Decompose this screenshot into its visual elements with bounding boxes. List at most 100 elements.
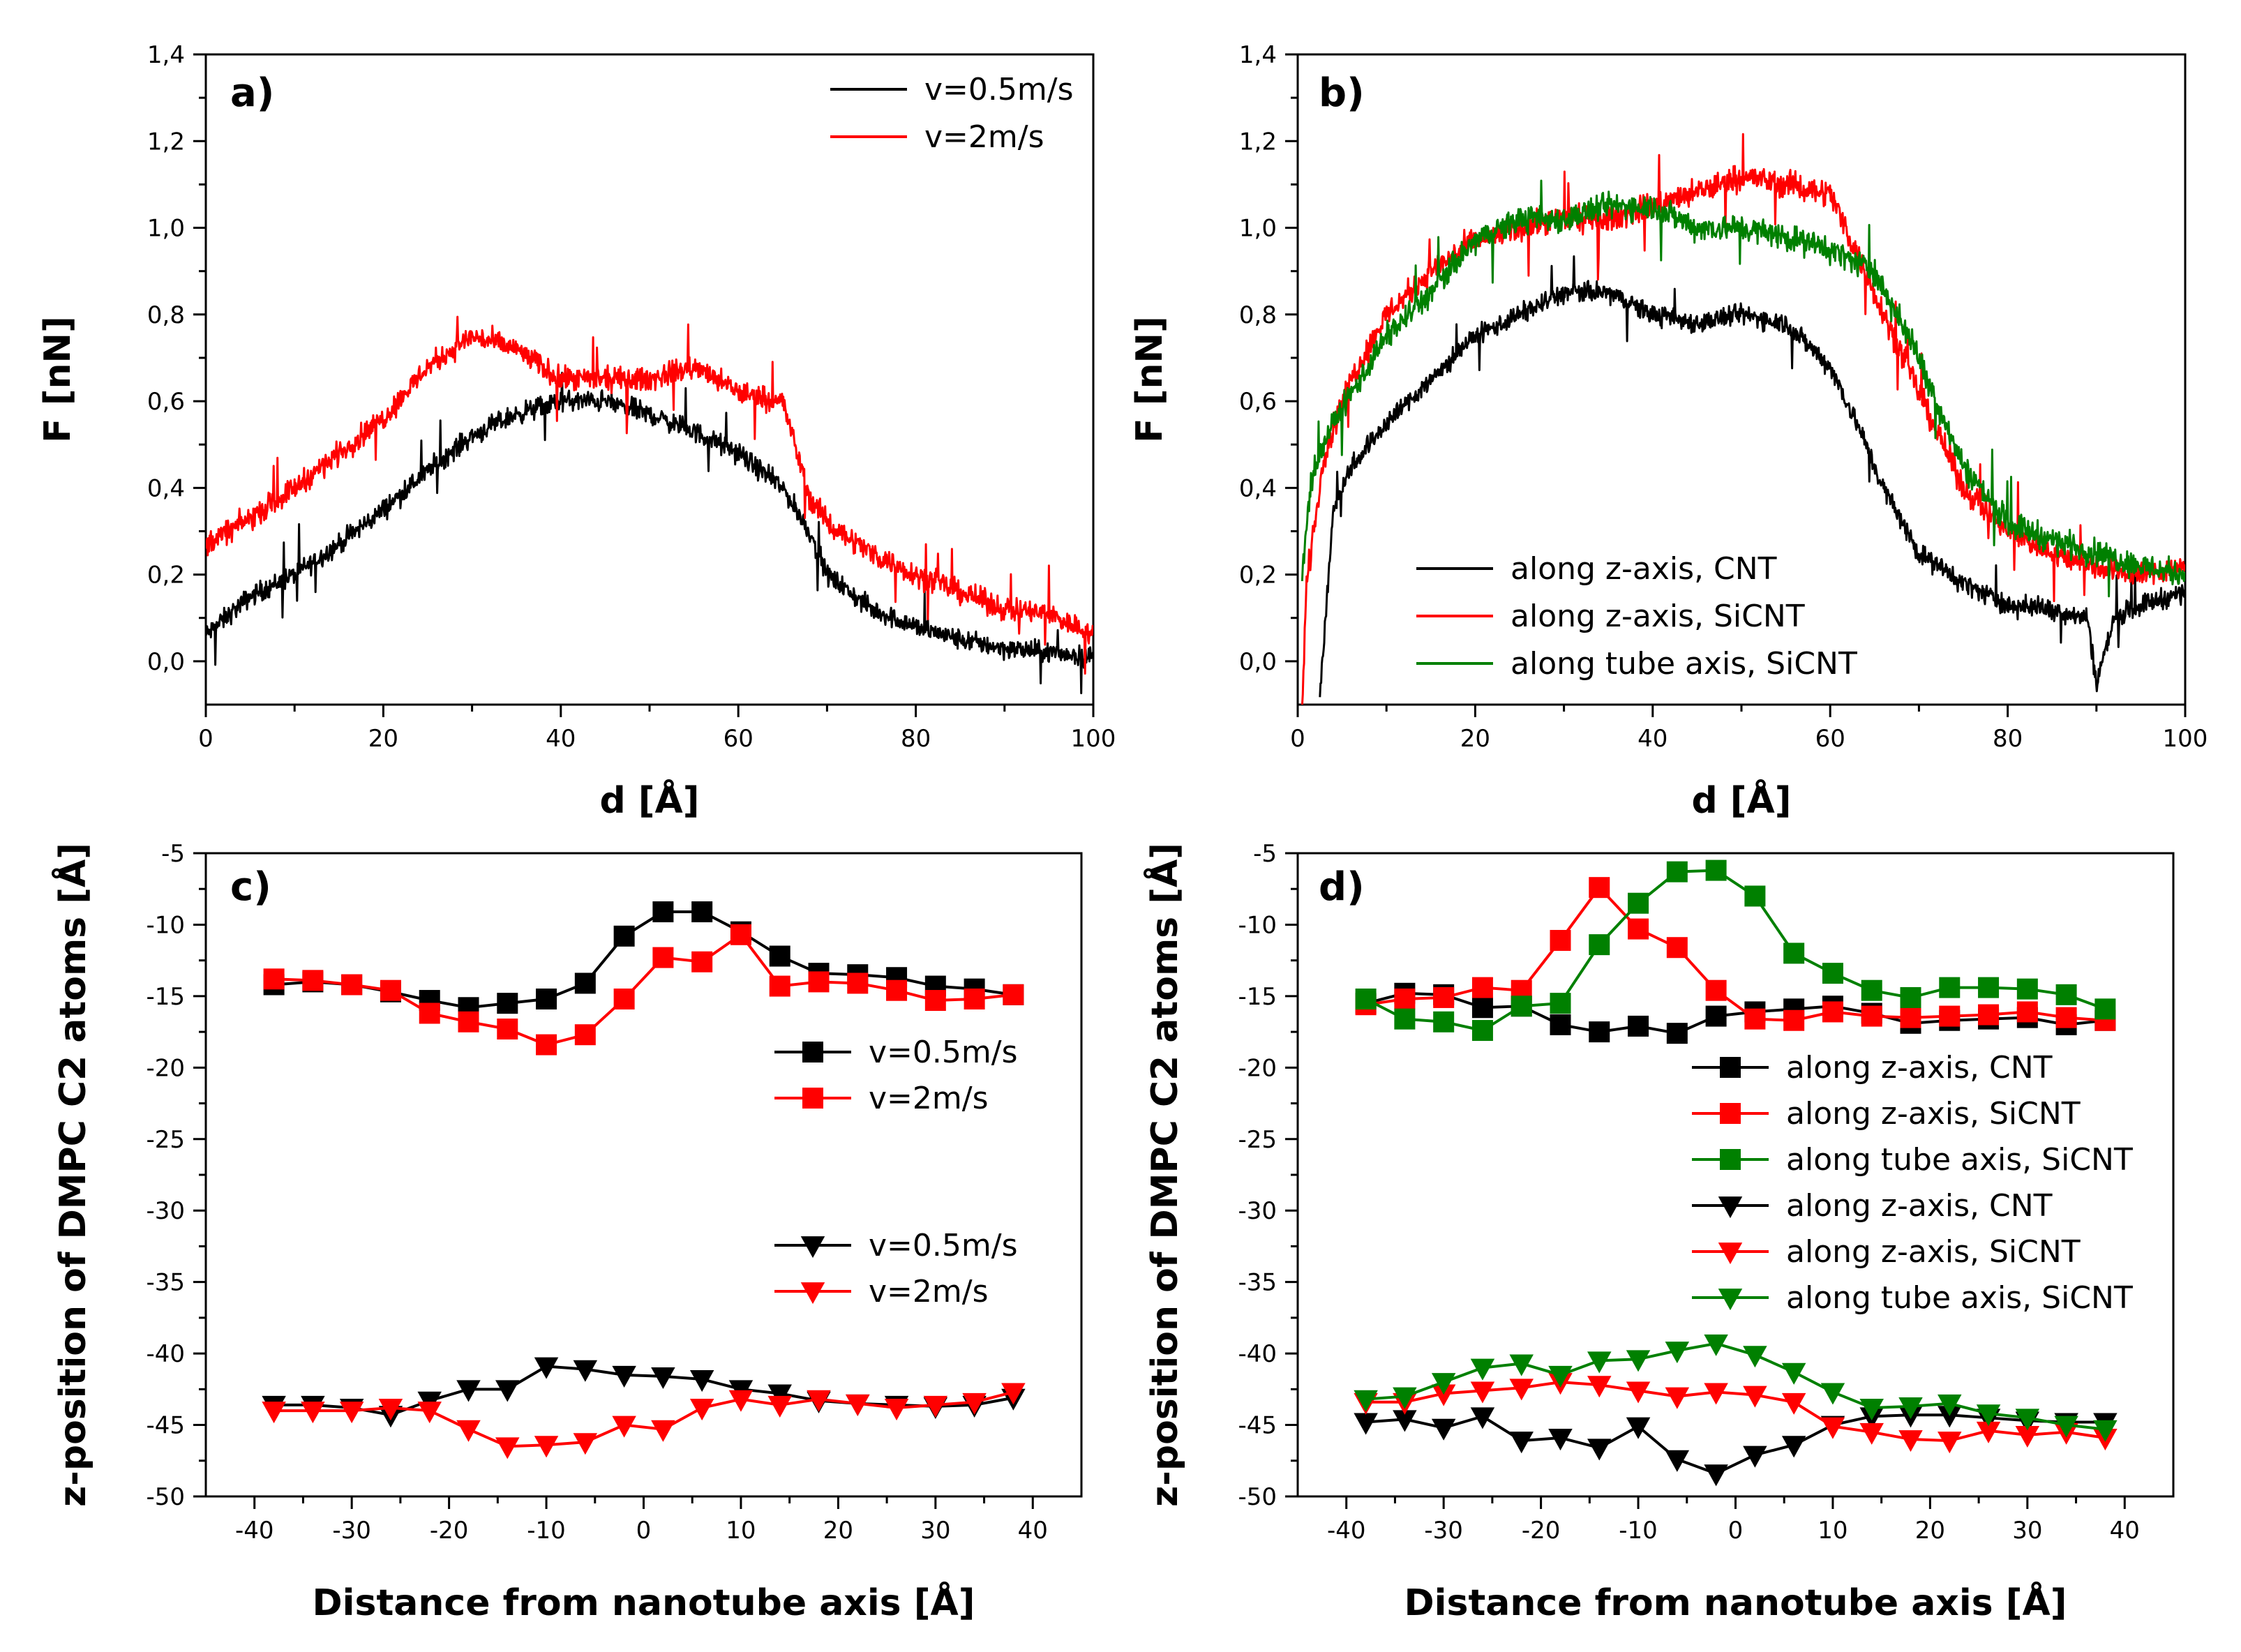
data-point [1704, 1383, 1728, 1405]
data-point [574, 973, 596, 994]
data-point [456, 1420, 481, 1442]
data-point [1938, 1394, 1962, 1416]
y-tick-label: 0,2 [147, 562, 185, 590]
y-tick-label: -10 [1238, 911, 1277, 939]
y-tick-label: 0,0 [147, 648, 185, 676]
data-point [1938, 1406, 1962, 1428]
data-point [2015, 1425, 2040, 1448]
x-tick-label: 80 [1993, 725, 2023, 753]
data-point [1822, 1001, 1843, 1023]
data-point [1822, 963, 1843, 984]
legend-item: along z-axis, CNT [1416, 551, 1777, 587]
data-point [1548, 1429, 1573, 1451]
data-point [769, 945, 790, 967]
data-point [497, 993, 518, 1014]
y-tick-label: -50 [1238, 1483, 1277, 1511]
data-point [574, 1024, 596, 1046]
legend-item: v=2m/s [830, 119, 1044, 155]
legend: along z-axis, CNT along z-axis, SiCNT alon… [1692, 1050, 2133, 1316]
series-1 [206, 371, 1093, 695]
data-point [767, 1395, 792, 1418]
data-point [417, 1402, 442, 1424]
data-point [2094, 998, 2116, 1020]
legend-label: along z-axis, CNT [1786, 1188, 2053, 1224]
data-point [1550, 993, 1571, 1014]
y-tick-label: 1,4 [1239, 41, 1277, 69]
legend-label: along z-axis, CNT [1786, 1050, 2053, 1086]
data-point [1666, 861, 1688, 883]
x-tick-label: 10 [1817, 1517, 1847, 1545]
data-point [1743, 1446, 1767, 1468]
data-point [1470, 1407, 1495, 1429]
legend: v=0.5m/s v=2m/s [830, 72, 1074, 155]
data-point [613, 988, 635, 1009]
data-point [458, 1011, 479, 1032]
y-tick-label: 1,4 [147, 41, 185, 69]
data-point [1509, 1432, 1534, 1454]
legend-label: along z-axis, SiCNT [1786, 1096, 2081, 1132]
data-point [886, 979, 908, 1001]
legend-item: along tube axis, SiCNT [1416, 646, 1857, 682]
x-tick-label: 30 [2012, 1517, 2042, 1545]
data-point [1976, 1421, 2001, 1443]
data-point [263, 968, 285, 990]
y-tick-label: 0,8 [1239, 301, 1277, 329]
x-tick-label: 20 [823, 1517, 853, 1545]
plot-area [206, 315, 1093, 695]
legend: along z-axis, CNT along z-axis, SiCNT alon… [1416, 551, 1857, 682]
y-tick-label: -35 [146, 1269, 185, 1297]
data-point [2055, 984, 2077, 1005]
data-point [1471, 997, 1493, 1019]
data-point [691, 951, 713, 973]
legend-label: v=2m/s [924, 119, 1044, 155]
data-point [1628, 918, 1649, 940]
y-axis-label: z-position of DMPC C2 atoms [Å] [52, 843, 94, 1507]
x-tick-label: -20 [1522, 1517, 1561, 1545]
legend-label: v=0.5m/s [869, 1035, 1018, 1070]
data-point [1938, 1432, 1962, 1454]
data-point [2054, 1416, 2078, 1438]
legend-marker [800, 1236, 825, 1259]
y-tick-label: 0,0 [1239, 648, 1277, 676]
data-point [767, 1384, 792, 1406]
data-point [1859, 1422, 1884, 1445]
data-point [1589, 1021, 1610, 1043]
plot-frame [204, 852, 1083, 1498]
x-tick-label: 30 [920, 1517, 950, 1545]
data-point [1666, 1023, 1688, 1044]
data-point [419, 1003, 440, 1024]
y-tick-label: -45 [146, 1412, 185, 1440]
data-point [1704, 1464, 1728, 1487]
y-tick-label: -35 [1238, 1269, 1277, 1297]
series-3 [262, 1357, 1026, 1428]
data-point [1394, 988, 1416, 1009]
y-tick-label: -45 [1238, 1412, 1277, 1440]
y-tick-label: -25 [146, 1126, 185, 1154]
legend-label: along tube axis, SiCNT [1786, 1280, 2133, 1316]
x-tick-label: 100 [1071, 725, 1116, 753]
data-point [1898, 1430, 1923, 1452]
series-line [206, 315, 1093, 675]
x-tick-label: 40 [546, 725, 576, 753]
legend-marker [1718, 1196, 1743, 1219]
legend-label: v=0.5m/s [924, 72, 1074, 107]
y-tick-label: 1,2 [1239, 128, 1277, 156]
panel-label: d) [1319, 864, 1365, 910]
data-point [1003, 984, 1024, 1005]
data-point [651, 1367, 675, 1390]
data-point [1665, 1387, 1690, 1409]
data-point [536, 988, 557, 1009]
data-point [728, 1390, 754, 1412]
data-point [1976, 1404, 2001, 1427]
series-2 [263, 924, 1024, 1056]
data-point [1509, 1379, 1534, 1401]
legend-marker [802, 1042, 823, 1062]
panel-label: a) [230, 70, 274, 116]
data-point [847, 973, 869, 994]
series-line [1301, 179, 2185, 598]
data-point [964, 988, 985, 1009]
y-tick-label: -15 [1238, 983, 1277, 1011]
data-point [1743, 1386, 1767, 1408]
x-axis-label: Distance from nanotube axis [Å] [313, 1582, 975, 1624]
series-line [1319, 255, 2185, 698]
